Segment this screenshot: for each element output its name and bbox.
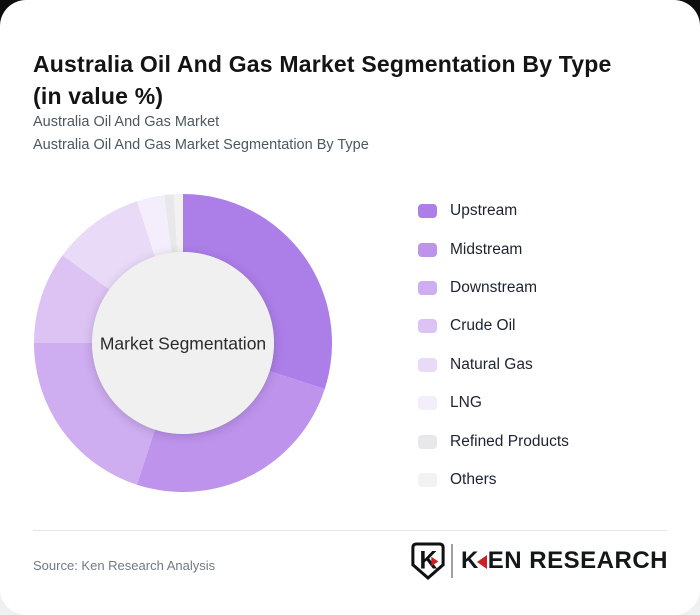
legend-label: Upstream	[450, 202, 518, 220]
legend-swatch-upstream	[418, 204, 437, 219]
legend-item-midstream[interactable]: Midstream	[418, 230, 569, 268]
page-title: Australia Oil And Gas Market Segmentatio…	[33, 51, 612, 110]
legend-item-crude-oil[interactable]: Crude Oil	[418, 307, 569, 345]
legend-swatch-refined-products	[418, 434, 437, 449]
logo-divider	[450, 544, 453, 578]
footer-divider	[33, 530, 667, 531]
donut-segment-natural-gas[interactable]	[62, 201, 155, 290]
legend-item-upstream[interactable]: Upstream	[418, 192, 569, 230]
legend-swatch-others	[418, 472, 437, 487]
shield-red-triangle	[431, 556, 439, 567]
donut-segment-upstream[interactable]	[183, 194, 333, 390]
donut-segment-crude-oil[interactable]	[34, 255, 110, 343]
legend-item-others[interactable]: Others	[418, 461, 569, 499]
legend-item-natural-gas[interactable]: Natural Gas	[418, 346, 569, 384]
legend-label: Others	[450, 470, 497, 488]
legend-swatch-downstream	[418, 280, 437, 295]
legend-label: Downstream	[450, 278, 537, 296]
ken-research-logo: K K EN RESEARCH	[411, 541, 668, 581]
donut-segment-midstream[interactable]	[136, 371, 325, 493]
brand-k: K	[460, 547, 479, 574]
donut-chart	[34, 193, 333, 493]
donut-chart-area	[33, 193, 333, 493]
legend-item-downstream[interactable]: Downstream	[418, 269, 569, 307]
legend-swatch-midstream	[418, 242, 437, 257]
chart-legend: Upstream Midstream Downstream Crude Oil …	[418, 192, 569, 499]
shield-letter: K	[419, 548, 437, 575]
legend-swatch-crude-oil	[418, 319, 437, 334]
brand-red-triangle-icon	[476, 555, 487, 569]
legend-item-refined-products[interactable]: Refined Products	[418, 422, 569, 460]
legend-swatch-natural-gas	[418, 357, 437, 372]
legend-label: LNG	[450, 394, 482, 412]
ken-research-shield-icon: K	[411, 542, 445, 581]
donut-inner-circle	[92, 252, 274, 434]
donut-segment-downstream[interactable]	[34, 343, 155, 485]
legend-label: Refined Products	[450, 432, 569, 450]
donut-segment-refined-products[interactable]	[164, 194, 178, 253]
brand-rest: EN RESEARCH	[487, 547, 668, 574]
breadcrumb-market: Australia Oil And Gas Market	[33, 114, 220, 130]
source-text: Source: Ken Research Analysis	[33, 558, 216, 573]
breadcrumb-segmentation: Australia Oil And Gas Market Segmentatio…	[33, 137, 369, 153]
legend-item-lng[interactable]: LNG	[418, 384, 569, 422]
legend-label: Midstream	[450, 240, 523, 258]
brand-wordmark: K EN RESEARCH	[461, 547, 668, 575]
donut-segment-others[interactable]	[173, 193, 183, 253]
donut-center-label: Market Segmentation	[99, 333, 267, 354]
donut-segment-lng[interactable]	[136, 195, 172, 257]
legend-swatch-lng	[418, 396, 437, 411]
legend-label: Natural Gas	[450, 355, 533, 373]
legend-label: Crude Oil	[450, 317, 516, 335]
